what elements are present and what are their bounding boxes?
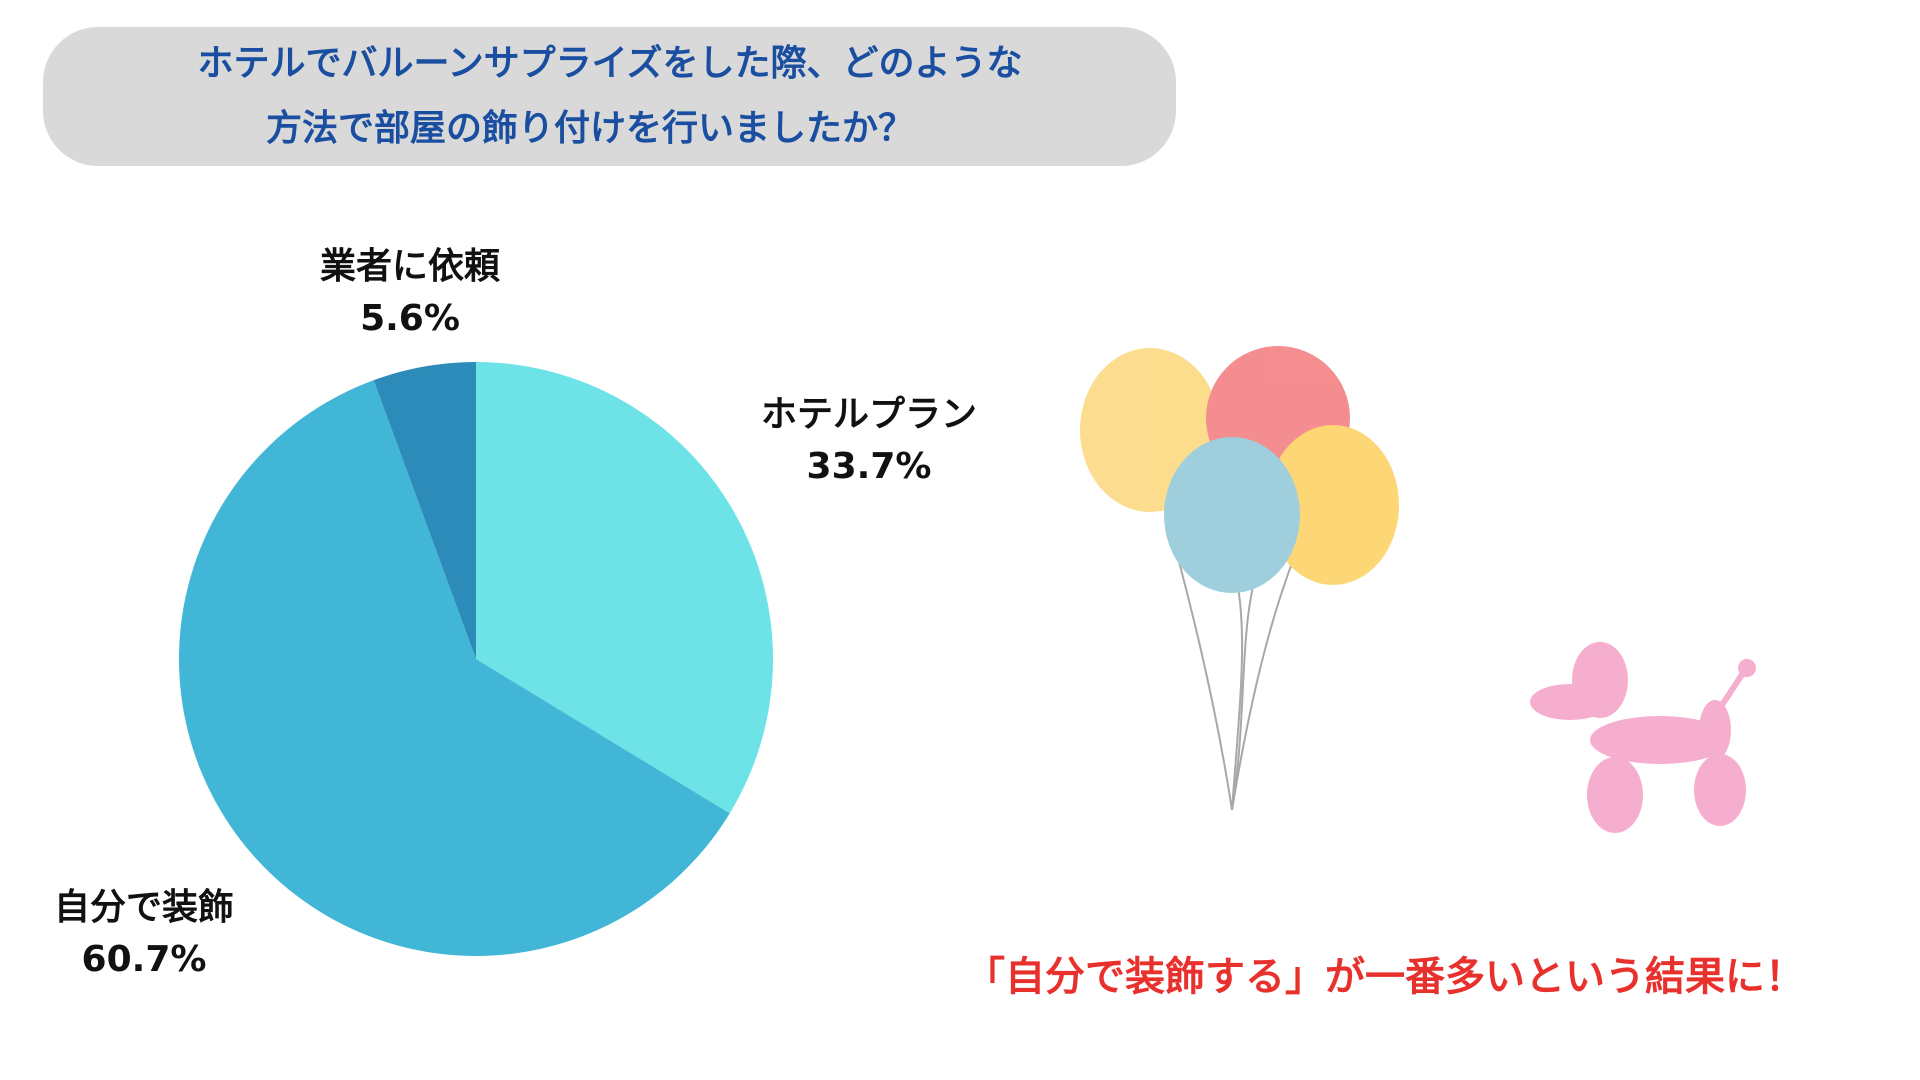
pie-slice — [476, 362, 773, 814]
pie-slice — [178, 380, 730, 957]
balloons-decoration — [1080, 346, 1399, 811]
slice-category-label: 業者に依頼 — [320, 246, 501, 287]
chart-title: ホテルでバルーンサプライズをした際、どのような — [197, 42, 1022, 84]
chart-title: 方法で部屋の飾り付けを行いましたか？ — [266, 108, 914, 149]
slice-category-label: 自分で装飾 — [54, 887, 234, 928]
slice-category-label: ホテルプラン — [761, 394, 977, 435]
slice-value-label: 60.7% — [82, 939, 207, 980]
annotation: 「自分で装飾する」が一番多いという結果に！ — [965, 954, 1805, 1000]
slice-value-label: 5.6% — [360, 298, 460, 339]
pie-slice — [373, 362, 476, 659]
title-box — [43, 27, 1176, 166]
balloon-dog-decoration — [1530, 642, 1756, 833]
slice-value-label: 33.7% — [807, 446, 932, 487]
